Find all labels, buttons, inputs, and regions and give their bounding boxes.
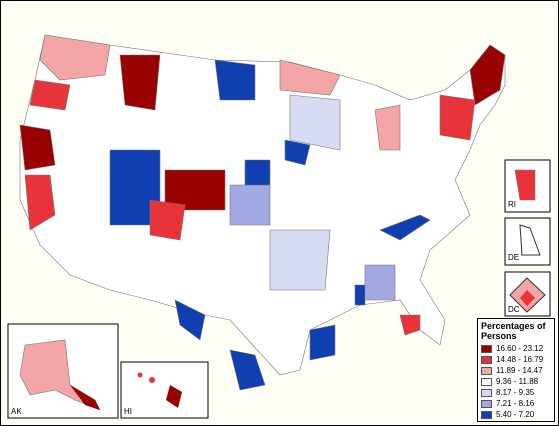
region [229,184,271,226]
region [149,199,186,241]
legend-item: 7.21 - 8.16 [481,398,551,409]
legend-title: Percentages of Persons [481,321,546,341]
region [439,94,476,141]
legend-swatch [481,366,492,375]
legend-label: 9.36 - 11.88 [496,377,539,386]
region [364,264,396,301]
region [399,314,421,336]
region [244,159,271,186]
hawaii-island [149,377,155,383]
regions [19,34,506,391]
region [309,324,336,361]
rhode-island [514,169,536,201]
legend-item: 8.17 - 9.35 [481,387,551,398]
alaska-region [70,385,100,410]
region [379,214,431,241]
region [214,59,256,101]
legend-swatch [481,355,492,364]
legend-label: 7.21 - 8.16 [496,399,535,408]
region [24,174,56,231]
hawaii-island [137,372,143,378]
inset-box [120,361,209,419]
legend-swatch [481,410,492,419]
legend-swatch [481,399,492,408]
inset-label: AK [11,407,22,416]
region [174,299,206,341]
legend-item: 11.89 - 14.47 [481,365,551,376]
legend-swatch [481,344,492,353]
hawaii [166,385,182,408]
legend-swatch [481,388,492,397]
inset-label: DC [508,305,520,314]
region [289,94,341,151]
legend-item: 9.36 - 11.88 [481,376,551,387]
region [354,284,366,306]
region [119,54,161,111]
region [269,229,331,291]
legend-label: 8.17 - 9.35 [496,388,535,397]
legend-item: 14.48 - 16.79 [481,354,551,365]
inset-label: HI [124,407,132,416]
region [229,349,266,391]
legend-item: 16.60 - 23.12 [481,343,551,354]
dc-region [520,290,535,306]
region [39,34,111,81]
region [374,104,401,151]
region [469,44,506,106]
legend-label: 11.89 - 14.47 [496,366,543,375]
legend-swatch [481,377,492,386]
inset-label: DE [508,253,520,262]
region [284,139,311,166]
legend-label: 5.40 - 7.20 [496,410,535,419]
legend-item: 5.40 - 7.20 [481,409,551,420]
region [279,59,341,96]
inset-label: RI [508,200,516,209]
region [164,169,226,211]
legend-label: 16.60 - 23.12 [496,344,544,353]
delaware [519,224,541,256]
legend-rows: 16.60 - 23.12 14.48 - 16.79 11.89 - 14.47 9… [481,343,551,420]
legend: Percentages of Persons 16.60 - 23.12 14.4… [477,318,555,422]
legend-label: 14.48 - 16.79 [496,355,544,364]
region [19,124,56,171]
region [29,79,71,111]
